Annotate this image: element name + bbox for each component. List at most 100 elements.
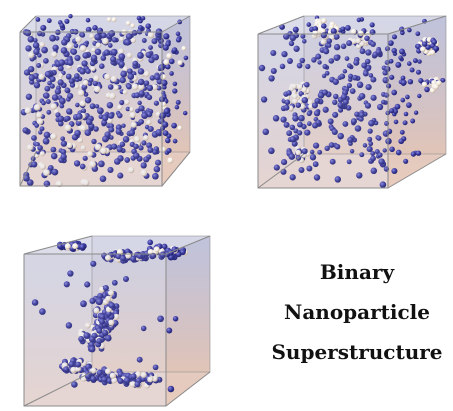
blue-particle [173,139,178,144]
blue-particle [389,75,394,80]
blue-particle [408,79,413,84]
blue-particle [417,59,421,63]
panel-dispersed [14,6,216,192]
blue-particle [407,28,412,33]
blue-particle [145,23,151,29]
caption: Binary Nanoparticle Superstructure [262,252,452,372]
white-particle [163,59,169,65]
blue-particle [403,120,408,125]
blue-particle [171,123,177,129]
blue-particle [414,110,418,114]
blue-particle [391,90,397,96]
white-particle [154,246,160,252]
blue-particle [168,386,175,393]
white-particle [181,46,186,51]
white-particle [107,17,111,21]
blue-particle [415,31,420,36]
blue-particle [173,82,178,87]
blue-particle [432,39,438,45]
blue-particle [413,58,418,63]
aggregated-cube [16,230,216,411]
blue-particle [175,105,180,110]
blue-particle [162,121,168,127]
white-particle [130,23,134,27]
white-particle [420,47,426,53]
blue-particle [404,112,409,117]
panel-clustering [252,4,448,190]
blue-particle [398,138,404,144]
blue-particle [370,22,375,27]
white-particle [166,53,172,59]
blue-particle [166,328,172,334]
blue-particle [92,25,98,31]
blue-particle [416,151,421,156]
blue-particle [165,138,171,144]
blue-particle [172,47,178,53]
white-particle [430,50,436,56]
blue-particle [392,34,397,39]
blue-particle [176,100,181,105]
blue-particle [293,27,299,33]
blue-particle [86,18,91,23]
caption-line-3: Superstructure [262,332,452,372]
panel-aggregated [16,230,216,411]
blue-particle [79,244,85,250]
blue-particle [388,40,394,46]
blue-particle [391,48,396,53]
blue-particle [398,55,403,60]
blue-particle [331,28,337,34]
blue-particle [163,33,169,39]
blue-particle [400,98,405,103]
blue-particle [36,17,41,22]
blue-particle [394,120,399,125]
blue-particle [416,70,421,75]
blue-particle [172,88,177,93]
blue-particle [59,23,64,28]
blue-particle [183,111,187,115]
blue-particle [163,130,169,136]
white-particle [433,84,439,90]
blue-particle [163,45,169,51]
blue-particle [411,151,416,156]
blue-particle [357,18,362,23]
blue-particle [147,240,153,246]
blue-particle [395,62,401,68]
blue-particle [410,67,415,72]
blue-particle [399,49,405,55]
blue-particle [396,150,402,156]
white-particle [177,126,182,131]
white-particle [167,157,173,163]
white-particle [112,17,117,22]
white-particle [126,21,131,26]
blue-particle [395,104,401,110]
blue-particle [401,80,407,86]
blue-particle [176,32,181,37]
blue-particle [417,94,421,98]
blue-particle [340,26,345,31]
blue-particle [406,102,412,108]
blue-particle [441,78,445,82]
blue-particle [184,56,189,61]
blue-particle [405,95,410,100]
blue-particle [407,61,412,66]
dispersed-cube [14,6,216,192]
blue-particle [345,25,351,31]
blue-particle [389,108,394,113]
blue-particle [166,148,171,153]
blue-particle [389,147,395,153]
blue-particle [47,18,52,23]
blue-particle [401,76,406,81]
blue-particle [64,19,69,24]
white-particle [177,60,182,65]
white-particle [65,243,71,249]
blue-particle [176,37,181,42]
blue-particle [306,22,311,27]
blue-particle [422,41,428,47]
blue-particle [137,16,142,21]
blue-particle [169,71,174,76]
clustering-cube [252,4,448,190]
blue-particle [391,168,397,174]
blue-particle [40,25,46,31]
blue-particle [410,119,415,124]
blue-particle [173,316,178,321]
